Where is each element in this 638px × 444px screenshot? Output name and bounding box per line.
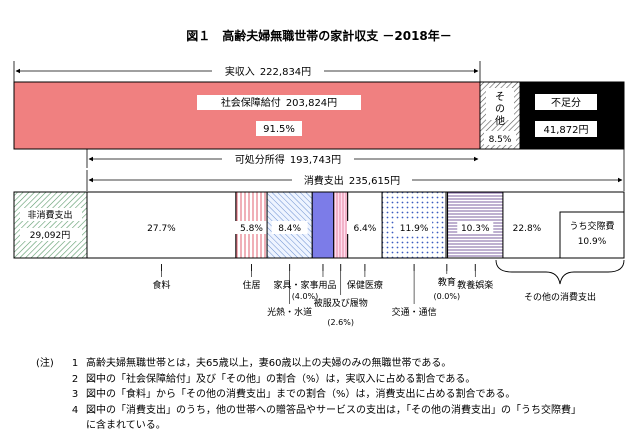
note-number	[64, 418, 86, 434]
expense-pct-0: 27.7%	[147, 224, 176, 234]
shortfall-bar	[519, 81, 625, 150]
income-other-char-1: そ	[495, 91, 505, 103]
income-other-label: その他	[495, 91, 505, 127]
note-row: 3 図中の「食料」から「その他の消費支出」までの割合（%）は，消費支出に占める割合…	[36, 387, 628, 403]
expense-label-8: 教養娯楽	[457, 279, 493, 291]
note-number: 2	[71, 373, 79, 385]
expense-label-1: 住居	[242, 279, 260, 291]
nonconsumption-label: 非消費支出	[27, 209, 72, 221]
social-expense-box	[559, 211, 625, 259]
disposable-label: 可処分所得 193,743円	[235, 153, 341, 166]
expenditure-segments: 27.7% 5.8% 8.4% 6.4% 11.9% 10.3% 22.8%	[86, 191, 625, 259]
expense-label-0: 食料	[152, 279, 170, 291]
expense-pct-4: (2.6%)	[327, 318, 354, 327]
expense-pct-5: 6.4%	[353, 224, 376, 234]
expense-bar-4	[333, 191, 349, 259]
note-row: に含まれている。	[36, 418, 628, 434]
shortfall-amount: 41,872円	[544, 125, 589, 136]
notes: (注) 1 高齢夫婦無職世帯とは，夫65歳以上，妻60歳以上の夫婦のみの無職世帯であ…	[36, 356, 628, 434]
expense-label-5: 保健医療	[347, 279, 383, 291]
other-consumption-brace	[495, 259, 625, 285]
expense-bar-3	[311, 191, 335, 259]
social-security-bar	[13, 81, 481, 150]
notes-label: (注)	[36, 358, 54, 369]
expense-pct-6: 11.9%	[400, 224, 429, 234]
income-other-char-2: の	[495, 104, 505, 115]
note-row: 2 図中の「社会保障給付」及び「その他」の割合（%）は，実収入に占める割合である。	[36, 372, 628, 388]
expense-label-4: 被服及び履物	[314, 297, 368, 309]
note-text: 高齢夫婦無職世帯とは，夫65歳以上，妻60歳以上の夫婦のみの無職世帯である。	[86, 358, 452, 369]
household-budget-chart: 図１ 高齢夫婦無職世帯の家計収支 －2018年－ 実収入 222,834円 社会保…	[13, 28, 625, 327]
note-number: 4	[71, 404, 79, 416]
expense-pct-8: 10.3%	[461, 224, 490, 234]
note-text: 図中の「社会保障給付」及び「その他」の割合（%）は，実収入に占める割合である。	[86, 373, 476, 385]
nonconsumption-bar	[13, 191, 88, 259]
nonconsumption-amount: 29,092円	[30, 230, 71, 241]
social-security-pct: 91.5%	[263, 124, 295, 135]
social-expense-label: うち交際費	[569, 220, 614, 232]
expense-pct-2: 8.4%	[278, 224, 301, 234]
note-row: 4 図中の「消費支出」のうち，他の世帯への贈答品やサービスの支出は，「その他の消費…	[36, 403, 628, 419]
expense-pct-9: 22.8%	[513, 224, 542, 234]
income-other-pct: 8.5%	[489, 135, 512, 145]
expense-label-2: 光熱・水道	[267, 306, 312, 318]
note-text: 図中の「消費支出」のうち，他の世帯への贈答品やサービスの支出は，「その他の消費支…	[86, 404, 581, 416]
income-other-char-3: 他	[495, 114, 505, 127]
note-number: 1	[71, 358, 79, 369]
shortfall-label: 不足分	[551, 97, 581, 109]
expense-label-7: 教育	[438, 276, 456, 288]
expense-pct-3: (4.0%)	[292, 292, 319, 301]
social-expense-pct: 10.9%	[578, 237, 607, 247]
chart-title: 図１ 高齢夫婦無職世帯の家計収支 －2018年－	[186, 28, 452, 43]
consumption-label: 消費支出 235,615円	[304, 174, 400, 187]
note-number: 3	[71, 389, 79, 400]
expense-label-6: 交通・通信	[392, 306, 437, 318]
expense-label-3: 家具・家事用品	[273, 279, 336, 291]
social-security-label: 社会保障給付 203,824円	[221, 96, 337, 109]
note-row: (注) 1 高齢夫婦無職世帯とは，夫65歳以上，妻60歳以上の夫婦のみの無職世帯であ…	[36, 356, 628, 372]
income-label: 実収入 222,834円	[225, 65, 311, 78]
note-text: に含まれている。	[86, 420, 166, 431]
expense-pct-7: (0.0%)	[434, 292, 461, 301]
expense-label-9: その他の消費支出	[524, 291, 596, 303]
expense-pct-1: 5.8%	[240, 224, 263, 234]
note-text: 図中の「食料」から「その他の消費支出」までの割合（%）は，消費支出に占める割合で…	[86, 389, 516, 400]
